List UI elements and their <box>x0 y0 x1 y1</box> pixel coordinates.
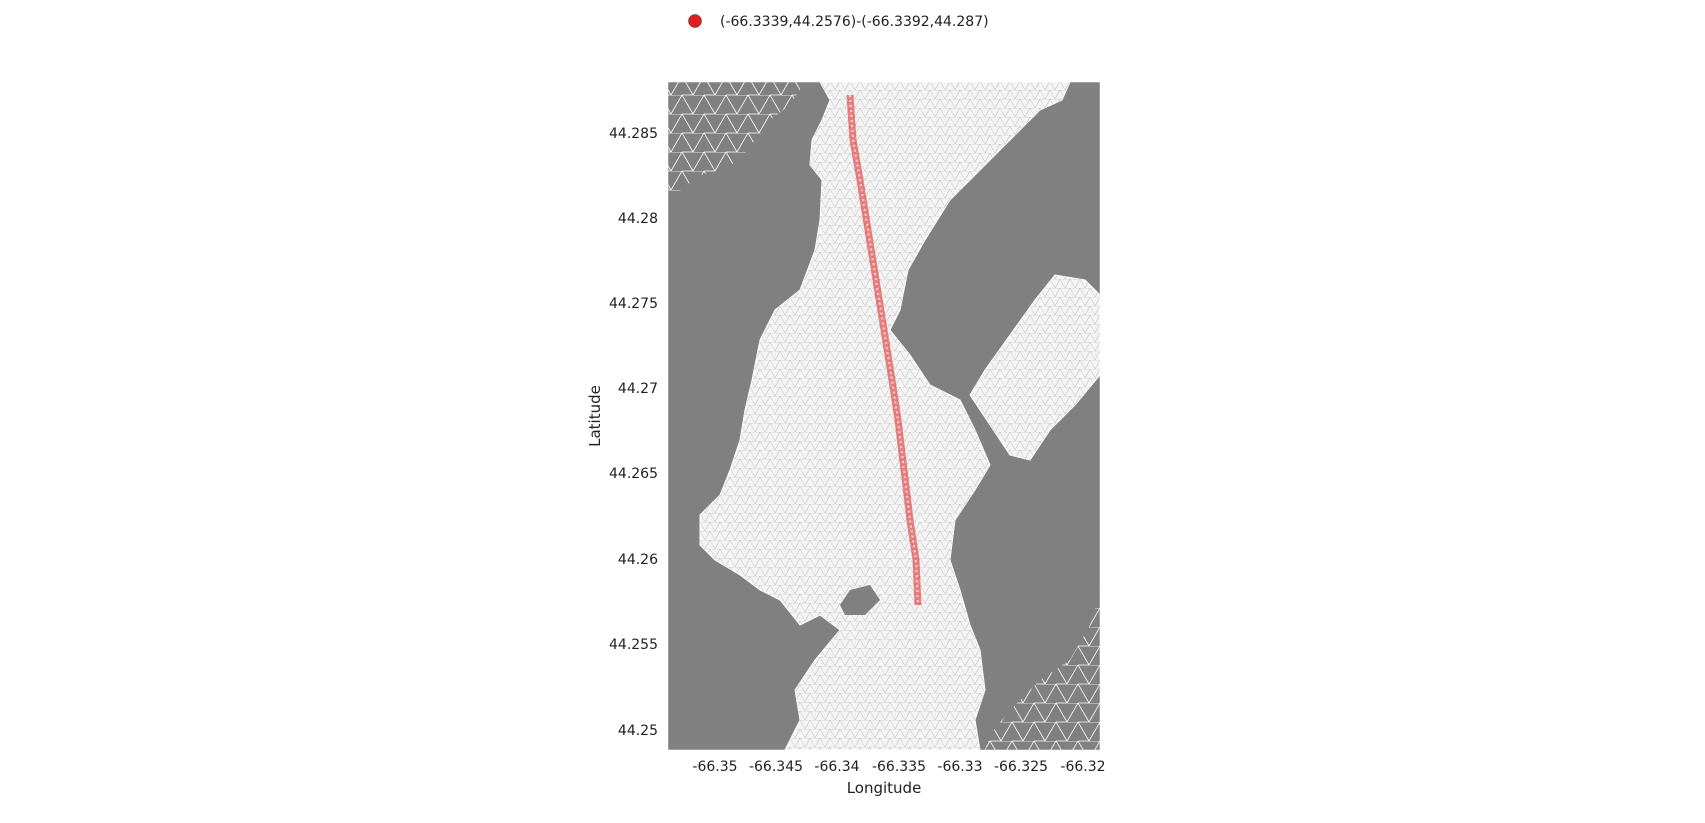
land-mainland-mesh <box>700 82 1070 750</box>
legend-marker <box>688 14 702 28</box>
x-tick-label: -66.32 <box>1060 759 1105 775</box>
x-axis-label: Longitude <box>847 779 922 797</box>
x-axis: -66.35 -66.345 -66.34 -66.335 -66.33 -66.325-… <box>692 759 1105 775</box>
transect-mesh <box>849 94 919 606</box>
y-axis-label: Latitude <box>586 385 604 447</box>
y-tick-label: 44.255 <box>609 637 658 653</box>
y-tick-label: 44.27 <box>618 381 658 397</box>
x-tick-label: -66.33 <box>937 759 982 775</box>
x-tick-label: -66.34 <box>814 759 859 775</box>
y-tick-label: 44.275 <box>609 296 658 312</box>
water-inlet <box>840 585 880 615</box>
land-east-peninsula-mesh <box>970 275 1100 460</box>
x-tick-label: -66.325 <box>994 759 1048 775</box>
legend-label: (-66.3339,44.2576)-(-66.3392,44.287) <box>720 14 989 30</box>
y-tick-label: 44.28 <box>618 211 658 227</box>
land-northwest <box>668 82 805 200</box>
y-tick-label: 44.285 <box>609 126 658 142</box>
plot-frame <box>667 81 1101 751</box>
x-tick-label: -66.35 <box>692 759 737 775</box>
y-axis: 44.285 44.28 44.275 44.27 44.265 44.26 44.255 4… <box>609 126 658 739</box>
land-southeast <box>985 590 1100 750</box>
x-tick-label: -66.335 <box>872 759 926 775</box>
y-tick-label: 44.25 <box>618 723 658 739</box>
legend: (-66.3339,44.2576)-(-66.3392,44.287) <box>688 14 989 30</box>
map-plot-area[interactable] <box>668 82 1100 750</box>
x-tick-label: -66.345 <box>749 759 803 775</box>
y-tick-label: 44.265 <box>609 466 658 482</box>
y-tick-label: 44.26 <box>618 552 658 568</box>
